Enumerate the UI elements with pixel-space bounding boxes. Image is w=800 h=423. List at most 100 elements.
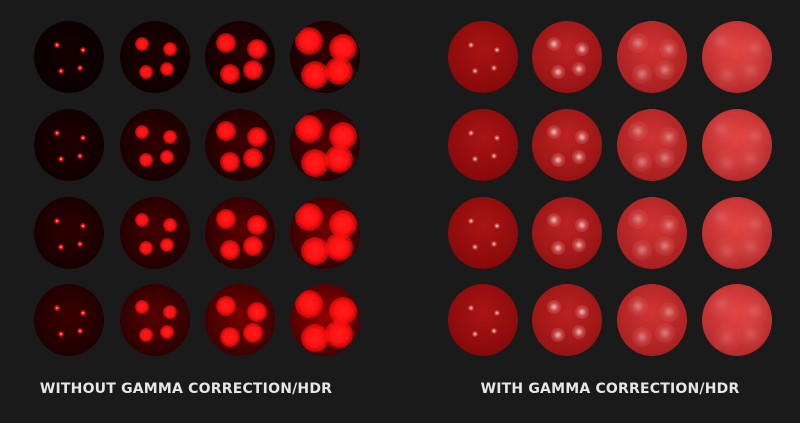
specular-highlight	[551, 65, 566, 80]
specular-highlight	[139, 65, 154, 80]
specular-highlight	[134, 299, 149, 314]
sphere	[532, 109, 602, 181]
specular-highlight	[575, 42, 590, 57]
specular-highlight	[468, 130, 474, 136]
specular-highlight	[572, 325, 587, 340]
specular-highlight	[80, 135, 86, 141]
sphere	[702, 109, 772, 181]
sphere	[448, 109, 518, 181]
specular-highlight	[627, 295, 648, 316]
specular-highlight	[77, 153, 83, 159]
specular-highlight	[572, 238, 587, 253]
specular-highlight	[160, 325, 175, 340]
specular-highlight	[707, 203, 736, 232]
specular-highlight	[300, 149, 329, 178]
sphere	[702, 284, 772, 356]
specular-highlight	[246, 301, 267, 322]
specular-highlight	[80, 47, 86, 53]
specular-highlight	[707, 115, 736, 144]
specular-highlight	[575, 130, 590, 145]
specular-highlight	[58, 156, 64, 162]
specular-highlight	[494, 47, 500, 53]
sphere	[120, 197, 190, 269]
specular-highlight	[300, 61, 329, 90]
specular-highlight	[741, 33, 770, 62]
specular-highlight	[655, 236, 676, 257]
specular-highlight	[139, 153, 154, 168]
specular-highlight	[246, 38, 267, 59]
sphere	[290, 197, 360, 269]
specular-highlight	[472, 244, 478, 250]
sphere	[702, 197, 772, 269]
specular-highlight	[546, 124, 561, 139]
specular-highlight	[627, 208, 648, 229]
specular-highlight	[712, 237, 741, 266]
sphere	[448, 197, 518, 269]
specular-highlight	[627, 32, 648, 53]
specular-highlight	[472, 331, 478, 337]
specular-highlight	[215, 120, 236, 141]
sphere	[617, 284, 687, 356]
specular-highlight	[300, 237, 329, 266]
specular-highlight	[54, 305, 60, 311]
specular-highlight	[325, 233, 354, 262]
specular-highlight	[658, 214, 679, 235]
specular-highlight	[472, 68, 478, 74]
specular-highlight	[246, 214, 267, 235]
specular-highlight	[546, 36, 561, 51]
specular-highlight	[325, 320, 354, 349]
sphere	[120, 21, 190, 93]
specular-highlight	[737, 233, 766, 262]
specular-highlight	[300, 324, 329, 353]
specular-highlight	[54, 42, 60, 48]
specular-highlight	[741, 296, 770, 325]
specular-highlight	[494, 310, 500, 316]
specular-highlight	[58, 244, 64, 250]
specular-highlight	[737, 145, 766, 174]
specular-highlight	[77, 328, 83, 334]
specular-highlight	[134, 124, 149, 139]
specular-highlight	[295, 115, 324, 144]
specular-highlight	[54, 218, 60, 224]
sphere	[290, 284, 360, 356]
sphere	[120, 109, 190, 181]
specular-highlight	[139, 241, 154, 256]
specular-highlight	[627, 120, 648, 141]
specular-highlight	[468, 218, 474, 224]
specular-highlight	[655, 323, 676, 344]
sphere	[34, 109, 104, 181]
specular-highlight	[741, 121, 770, 150]
specular-highlight	[575, 218, 590, 233]
specular-highlight	[58, 68, 64, 74]
specular-highlight	[215, 32, 236, 53]
specular-highlight	[546, 299, 561, 314]
specular-highlight	[163, 218, 178, 233]
sphere	[120, 284, 190, 356]
sphere	[205, 109, 275, 181]
specular-highlight	[215, 208, 236, 229]
sphere	[205, 284, 275, 356]
specular-highlight	[658, 126, 679, 147]
specular-highlight	[220, 151, 241, 172]
specular-highlight	[295, 27, 324, 56]
specular-highlight	[58, 331, 64, 337]
specular-highlight	[77, 65, 83, 71]
specular-highlight	[494, 223, 500, 229]
specular-highlight	[737, 320, 766, 349]
specular-highlight	[54, 130, 60, 136]
specular-highlight	[491, 153, 497, 159]
specular-highlight	[712, 324, 741, 353]
sphere	[34, 21, 104, 93]
specular-highlight	[295, 203, 324, 232]
specular-highlight	[163, 305, 178, 320]
sphere	[290, 21, 360, 93]
specular-highlight	[220, 239, 241, 260]
sphere	[34, 284, 104, 356]
specular-highlight	[134, 212, 149, 227]
sphere	[205, 21, 275, 93]
sphere	[617, 109, 687, 181]
specular-highlight	[551, 241, 566, 256]
specular-highlight	[163, 130, 178, 145]
caption-with-gamma: WITH GAMMA CORRECTION/HDR	[480, 381, 740, 397]
specular-highlight	[632, 239, 653, 260]
